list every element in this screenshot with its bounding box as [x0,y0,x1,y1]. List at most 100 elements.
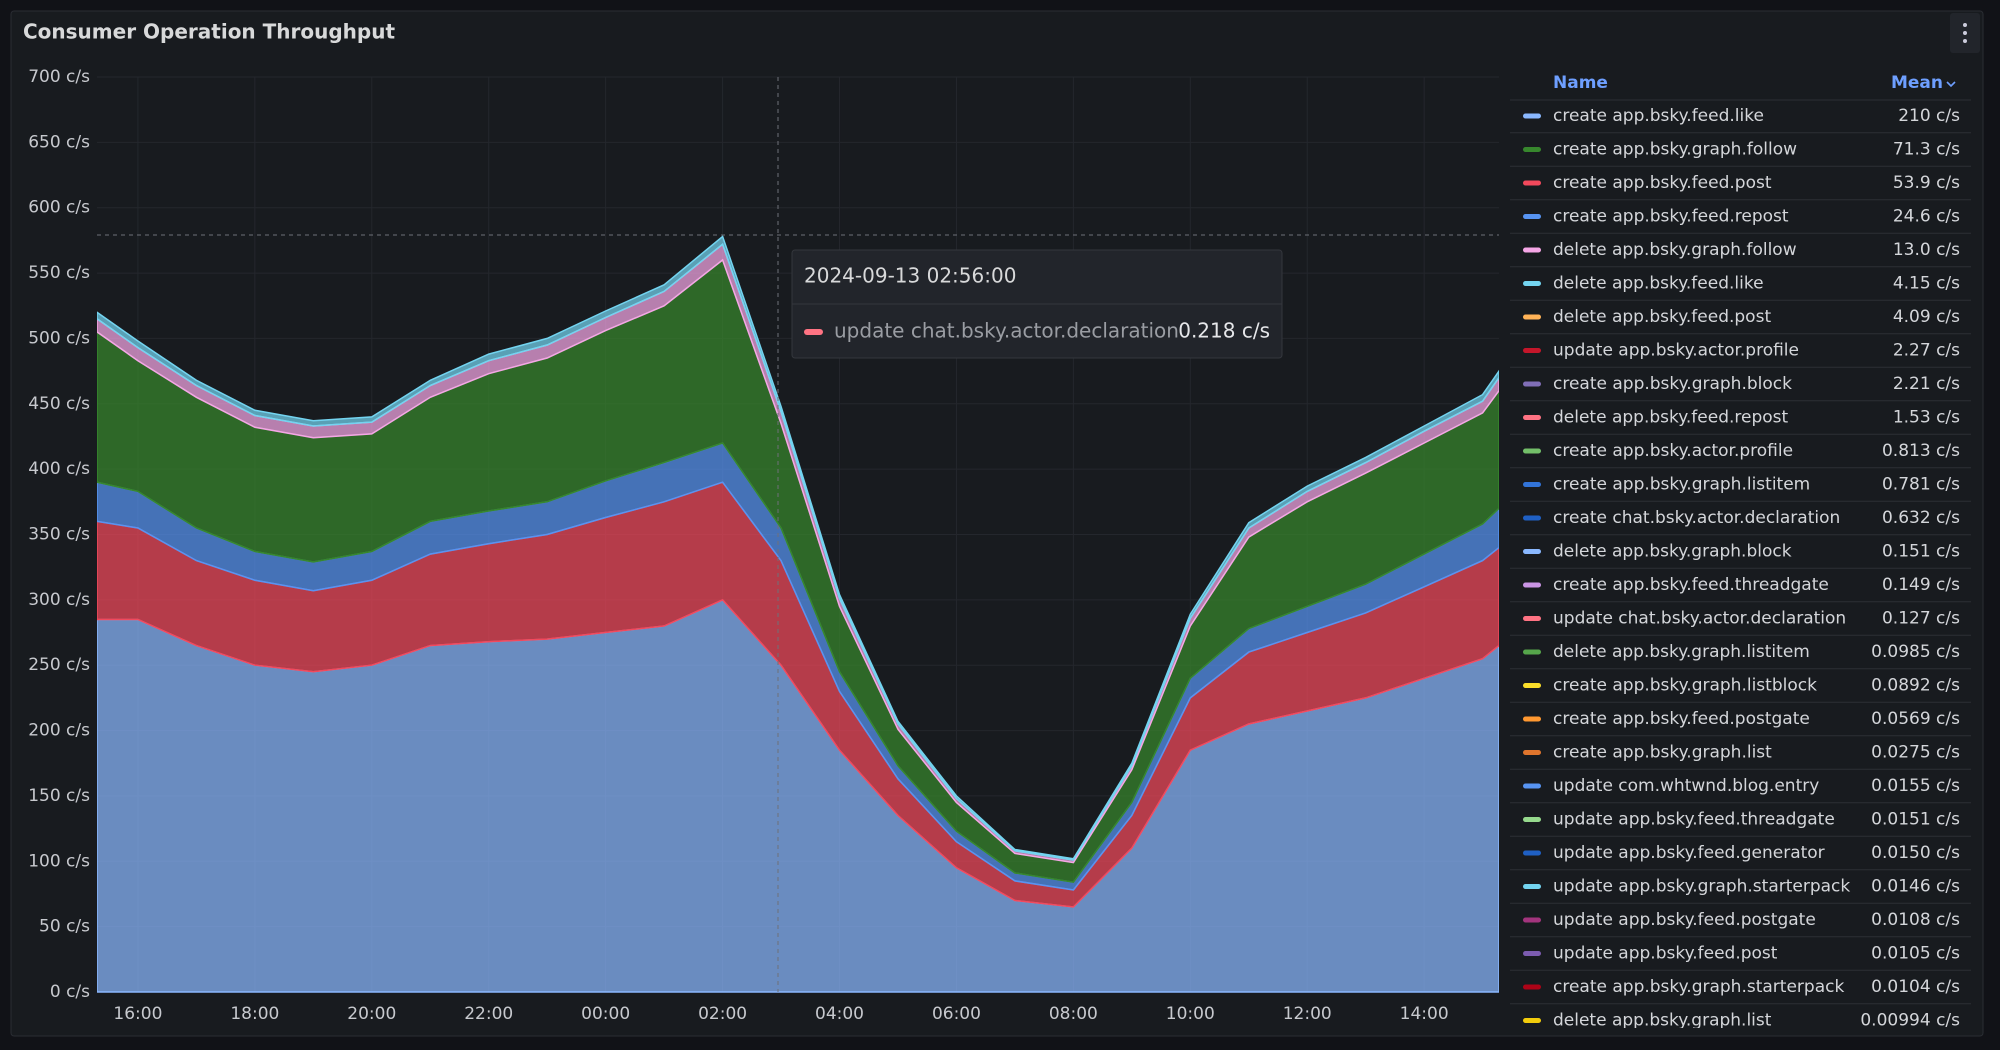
legend-name[interactable]: create app.bsky.graph.starterpack [1553,977,1844,997]
legend-mean: 0.0151 c/s [1871,810,1960,830]
legend-swatch [1523,113,1541,119]
legend-swatch [1523,415,1541,420]
legend-mean: 0.632 c/s [1882,508,1960,528]
legend-name[interactable]: create app.bsky.feed.postgate [1553,709,1810,729]
legend-name[interactable]: update app.bsky.feed.threadgate [1553,810,1835,830]
legend-mean: 2.27 c/s [1893,341,1960,361]
legend-swatch [1523,448,1541,454]
legend-swatch [1523,381,1541,387]
legend-mean: 0.0104 c/s [1871,977,1960,997]
legend-name[interactable]: create app.bsky.graph.listitem [1553,475,1810,495]
legend-swatch [1523,482,1541,487]
y-tick-label: 250 c/s [28,655,90,675]
legend-mean: 0.0146 c/s [1871,877,1960,897]
legend-swatch [1523,984,1541,990]
legend-name[interactable]: create app.bsky.graph.listblock [1553,676,1817,696]
legend-name[interactable]: create app.bsky.feed.like [1553,106,1764,126]
legend-name[interactable]: create app.bsky.graph.follow [1553,140,1797,160]
x-tick-label: 04:00 [815,1004,864,1024]
legend-name[interactable]: create app.bsky.feed.threadgate [1553,575,1829,595]
legend-swatch [1523,850,1541,856]
legend-mean: 0.151 c/s [1882,542,1960,562]
legend-mean: 0.0105 c/s [1871,944,1960,964]
y-tick-label: 400 c/s [28,459,90,479]
legend-name[interactable]: delete app.bsky.graph.listitem [1553,642,1810,662]
legend-mean: 4.15 c/s [1893,274,1960,294]
legend-name[interactable]: delete app.bsky.graph.block [1553,542,1792,562]
legend-swatch [1523,716,1541,722]
legend-name[interactable]: update app.bsky.graph.starterpack [1553,877,1850,897]
tooltip-series: update chat.bsky.actor.declaration [834,319,1179,343]
legend-swatch [1523,549,1541,554]
legend-swatch [1523,884,1541,889]
legend-mean: 13.0 c/s [1893,240,1960,260]
y-tick-label: 0 c/s [50,982,90,1002]
legend-mean: 0.0569 c/s [1871,709,1960,729]
tooltip-value: 0.218 c/s [1178,319,1270,343]
panel-menu[interactable] [1950,13,1980,53]
x-tick-label: 22:00 [464,1004,513,1024]
y-tick-label: 700 c/s [28,67,90,87]
tooltip: 2024-09-13 02:56:00 update chat.bsky.acto… [791,249,1283,359]
legend-name[interactable]: update chat.bsky.actor.declaration [1553,609,1846,629]
y-tick-label: 350 c/s [28,525,90,545]
legend-mean: 1.53 c/s [1893,408,1960,428]
legend-mean: 0.0155 c/s [1871,776,1960,796]
legend-name[interactable]: update app.bsky.feed.postgate [1553,910,1816,930]
y-tick-label: 300 c/s [28,590,90,610]
legend-name[interactable]: create app.bsky.graph.block [1553,374,1792,394]
legend-mean: 0.00994 c/s [1860,1011,1960,1031]
legend-name[interactable]: create app.bsky.feed.post [1553,173,1772,193]
x-tick-label: 18:00 [230,1004,279,1024]
legend-name[interactable]: update com.whtwnd.blog.entry [1553,776,1819,796]
legend-mean: 2.21 c/s [1893,374,1960,394]
legend-name[interactable]: update app.bsky.actor.profile [1553,341,1799,361]
legend-header-name[interactable]: Name [1553,73,1608,93]
legend-name[interactable]: delete app.bsky.graph.list [1553,1011,1772,1031]
legend-header: Name Mean [1510,73,1971,101]
legend-mean: 4.09 c/s [1893,307,1960,327]
legend-name[interactable]: delete app.bsky.feed.post [1553,307,1771,327]
legend-mean: 0.127 c/s [1882,609,1960,629]
legend-name[interactable]: create app.bsky.actor.profile [1553,441,1793,461]
legend-name[interactable]: delete app.bsky.feed.repost [1553,408,1789,428]
tooltip-swatch [804,329,823,335]
legend-name[interactable]: create app.bsky.feed.repost [1553,207,1789,227]
legend-swatch [1523,348,1541,353]
x-tick-label: 02:00 [698,1004,747,1024]
legend-name[interactable]: update app.bsky.feed.generator [1553,843,1825,863]
legend-name[interactable]: update app.bsky.feed.post [1553,944,1778,964]
y-tick-label: 50 c/s [39,917,90,937]
legend-swatch [1523,314,1541,320]
legend-name[interactable]: delete app.bsky.graph.follow [1553,240,1797,260]
legend-mean: 24.6 c/s [1893,207,1960,227]
legend-swatch [1523,817,1541,822]
legend-swatch [1523,683,1541,688]
y-tick-label: 600 c/s [28,198,90,218]
legend-mean: 0.149 c/s [1882,575,1960,595]
legend-name[interactable]: create chat.bsky.actor.declaration [1553,508,1840,528]
panel-title: Consumer Operation Throughput [23,20,395,44]
tooltip-time: 2024-09-13 02:56:00 [804,264,1016,288]
x-tick-label: 08:00 [1049,1004,1098,1024]
y-tick-label: 550 c/s [28,263,90,283]
legend-swatch [1523,750,1541,755]
legend-mean: 0.0150 c/s [1871,843,1960,863]
y-tick-label: 150 c/s [28,786,90,806]
x-tick-label: 14:00 [1400,1004,1449,1024]
legend-swatch [1523,247,1541,253]
x-tick-label: 12:00 [1283,1004,1332,1024]
y-tick-label: 450 c/s [28,394,90,414]
legend-name[interactable]: create app.bsky.graph.list [1553,743,1772,763]
legend-mean: 210 c/s [1898,106,1960,126]
legend-swatch [1523,515,1541,521]
sort-icon [1946,81,1956,88]
legend-mean: 0.813 c/s [1882,441,1960,461]
y-tick-label: 650 c/s [28,132,90,152]
legend-name[interactable]: delete app.bsky.feed.like [1553,274,1764,294]
legend-header-mean[interactable]: Mean [1891,73,1943,93]
legend-swatch [1523,281,1541,286]
legend-mean: 71.3 c/s [1893,140,1960,160]
legend-swatch [1523,1018,1541,1023]
